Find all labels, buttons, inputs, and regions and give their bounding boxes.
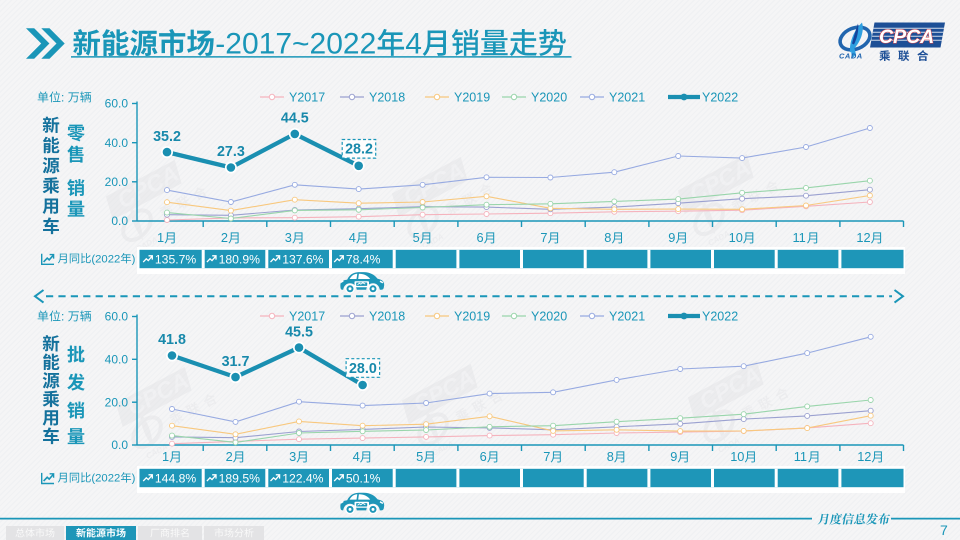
svg-text:10: 10 <box>730 449 744 464</box>
svg-text:3: 3 <box>285 230 292 245</box>
svg-text:137.6%: 137.6% <box>282 253 323 267</box>
svg-text:60.0: 60.0 <box>105 310 129 324</box>
svg-text:6: 6 <box>480 449 487 464</box>
svg-text:5: 5 <box>413 230 420 245</box>
svg-text:3: 3 <box>289 449 296 464</box>
svg-text:180.9%: 180.9% <box>219 253 260 267</box>
svg-text:4: 4 <box>353 449 360 464</box>
svg-text::: : <box>61 310 64 324</box>
svg-text:11: 11 <box>793 230 806 245</box>
svg-text:(2022: (2022 <box>91 473 120 485</box>
svg-text:20.0: 20.0 <box>105 395 129 409</box>
svg-text:CPCA: CPCA <box>123 367 193 421</box>
svg-text:Y2017: Y2017 <box>289 309 325 323</box>
svg-text:12: 12 <box>856 230 870 245</box>
svg-text:40.0: 40.0 <box>105 136 129 150</box>
svg-text:Y2018: Y2018 <box>369 90 405 104</box>
svg-text:135.7%: 135.7% <box>155 253 196 267</box>
svg-text:Y2017: Y2017 <box>289 90 325 104</box>
svg-text:6: 6 <box>477 230 484 245</box>
svg-text:50.1%: 50.1% <box>346 472 381 486</box>
svg-text:41.8: 41.8 <box>158 332 186 348</box>
svg-text:11: 11 <box>794 449 807 464</box>
svg-text:4: 4 <box>405 28 422 61</box>
svg-text:8: 8 <box>604 230 611 245</box>
svg-text:-2017~2022: -2017~2022 <box>215 28 376 61</box>
svg-text:8: 8 <box>607 449 614 464</box>
svg-text:(2022: (2022 <box>91 253 120 265</box>
svg-text:31.7: 31.7 <box>222 354 250 370</box>
svg-text:CPCA: CPCA <box>409 364 479 418</box>
svg-text:27.3: 27.3 <box>217 144 245 160</box>
svg-text:2: 2 <box>221 230 228 245</box>
svg-text:Y2022: Y2022 <box>702 309 738 323</box>
svg-text:35.2: 35.2 <box>153 129 181 145</box>
svg-text:45.5: 45.5 <box>285 324 313 340</box>
svg-text:12: 12 <box>857 449 871 464</box>
svg-text:CPCA: CPCA <box>879 26 934 48</box>
svg-text:0.0: 0.0 <box>111 438 128 452</box>
svg-text:9: 9 <box>670 449 677 464</box>
svg-text:9: 9 <box>668 230 675 245</box>
svg-text:7: 7 <box>543 449 550 464</box>
svg-text:40.0: 40.0 <box>105 353 129 367</box>
svg-text:Y2018: Y2018 <box>369 309 405 323</box>
svg-text:10: 10 <box>729 230 743 245</box>
svg-text:7: 7 <box>940 522 948 538</box>
svg-text:): ) <box>132 473 136 485</box>
svg-text:Y2019: Y2019 <box>454 90 490 104</box>
svg-text:144.8%: 144.8% <box>155 472 196 486</box>
svg-text:7: 7 <box>540 230 547 245</box>
svg-text:Y2021: Y2021 <box>609 90 645 104</box>
svg-text:4: 4 <box>349 230 356 245</box>
svg-text:44.5: 44.5 <box>281 111 309 127</box>
svg-text:28.0: 28.0 <box>349 361 377 377</box>
svg-text:0.0: 0.0 <box>111 214 128 228</box>
svg-text:189.5%: 189.5% <box>219 472 260 486</box>
svg-text:20.0: 20.0 <box>105 175 129 189</box>
svg-text:122.4%: 122.4% <box>282 472 323 486</box>
svg-text:CPCA: CPCA <box>695 361 765 415</box>
svg-text:Y2020: Y2020 <box>531 309 567 323</box>
svg-text:1: 1 <box>162 449 169 464</box>
svg-text:28.2: 28.2 <box>345 142 373 158</box>
svg-text:5: 5 <box>416 449 423 464</box>
svg-text:Y2021: Y2021 <box>609 309 645 323</box>
svg-text:Y2019: Y2019 <box>454 309 490 323</box>
svg-text:): ) <box>132 253 136 265</box>
svg-text:60.0: 60.0 <box>105 97 129 111</box>
svg-text:1: 1 <box>157 230 164 245</box>
svg-text:78.4%: 78.4% <box>346 253 381 267</box>
svg-text:CADA: CADA <box>839 52 863 61</box>
svg-text:Y2020: Y2020 <box>531 90 567 104</box>
svg-text::: : <box>61 91 64 105</box>
svg-text:Y2022: Y2022 <box>702 90 738 104</box>
svg-text:2: 2 <box>226 449 233 464</box>
